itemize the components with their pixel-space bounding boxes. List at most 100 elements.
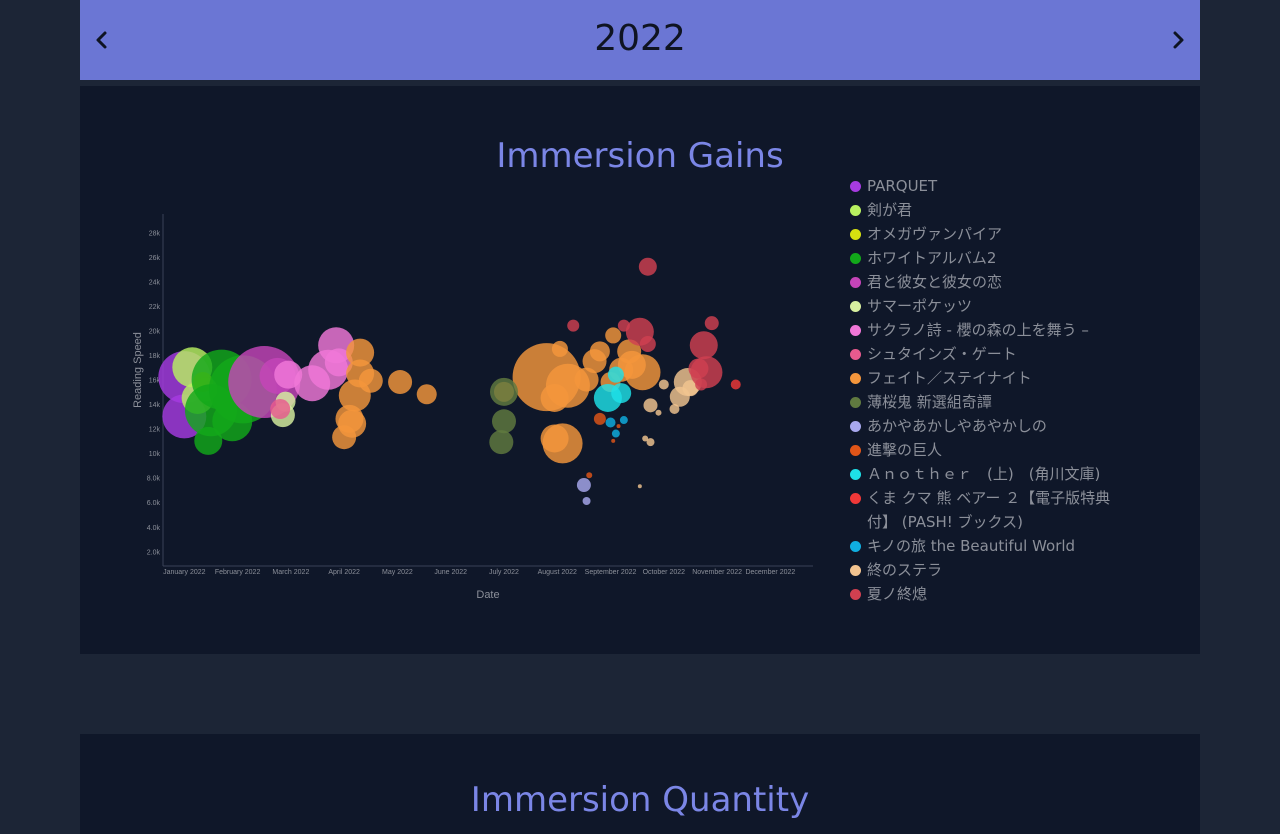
legend-item[interactable]: 剣が君	[848, 198, 1138, 222]
scatter-plot[interactable]: 2.0k 4.0k 6.0k 8.0k 10k 12k 14k 16k 18k 20k 22k 24k…	[80, 86, 840, 654]
legend-dot-icon	[850, 301, 861, 312]
legend-dot-icon	[850, 541, 861, 552]
data-point[interactable]	[593, 412, 606, 425]
legend-item[interactable]: くま クマ 熊 ベアー ２【電子版特典付】 (PASH! ブックス)	[848, 486, 1138, 534]
immersion-quantity-title: Immersion Quantity	[470, 780, 810, 820]
chevron-right-icon	[1173, 31, 1184, 49]
x-tick-label: August 2022	[538, 569, 577, 576]
data-point[interactable]	[212, 401, 253, 442]
data-point[interactable]	[416, 384, 437, 405]
x-tick-label: May 2022	[382, 569, 413, 576]
data-point[interactable]	[388, 370, 413, 395]
data-point[interactable]	[643, 398, 658, 413]
legend-item[interactable]: シュタインズ・ゲート	[848, 342, 1138, 366]
data-point[interactable]	[655, 409, 662, 416]
data-point[interactable]	[695, 378, 708, 391]
y-tick-label: 6.0k	[147, 500, 161, 507]
legend-item[interactable]: 進撃の巨人	[848, 438, 1138, 462]
y-tick-label: 26k	[149, 255, 161, 262]
y-tick-label: 2.0k	[147, 549, 161, 556]
data-point[interactable]	[704, 316, 719, 331]
data-point[interactable]	[338, 379, 371, 412]
data-point[interactable]	[607, 366, 624, 383]
data-point[interactable]	[658, 379, 669, 390]
legend-label: 終のステラ	[867, 561, 943, 579]
legend-item[interactable]: ホワイトアルバム2	[848, 246, 1138, 270]
data-point[interactable]	[619, 416, 628, 425]
data-point[interactable]	[589, 341, 610, 362]
data-point[interactable]	[639, 336, 656, 353]
data-point[interactable]	[489, 430, 514, 455]
data-point[interactable]	[689, 331, 718, 360]
chart-legend: PARQUET 剣が君 オメガヴァンパイアホワイトアルバム2 君と彼女と彼女の恋サマー…	[848, 174, 1138, 606]
data-point[interactable]	[611, 383, 632, 404]
data-point[interactable]	[324, 348, 353, 377]
data-point[interactable]	[586, 472, 593, 479]
data-point[interactable]	[605, 417, 616, 428]
data-point[interactable]	[611, 429, 620, 438]
legend-item[interactable]: 君と彼女と彼女の恋	[848, 270, 1138, 294]
legend-item[interactable]: サクラノ詩 - 櫻の森の上を舞う –	[848, 318, 1138, 342]
data-point[interactable]	[638, 257, 657, 276]
legend-item[interactable]: 終のステラ	[848, 558, 1138, 582]
data-point[interactable]	[611, 438, 616, 443]
legend-item[interactable]: PARQUET	[848, 174, 1138, 198]
legend-label: ホワイトアルバム2	[867, 249, 997, 267]
x-tick-label: June 2022	[434, 569, 467, 576]
data-point[interactable]	[688, 358, 709, 379]
data-point[interactable]	[346, 338, 375, 367]
legend-item[interactable]: Ａｎｏｔｈｅｒ (上) (角川文庫)	[848, 462, 1138, 486]
y-tick-label: 24k	[149, 279, 161, 286]
legend-item[interactable]: オメガヴァンパイア	[848, 222, 1138, 246]
y-tick-label: 18k	[149, 353, 161, 360]
data-point[interactable]	[682, 380, 699, 397]
data-point[interactable]	[540, 424, 569, 453]
prev-year-button[interactable]	[84, 22, 120, 58]
legend-label: PARQUET	[867, 177, 938, 195]
legend-item[interactable]: フェイト／ステイナイト	[848, 366, 1138, 390]
data-point[interactable]	[669, 404, 680, 415]
data-point[interactable]	[637, 484, 642, 489]
legend-item[interactable]: あかやあかしやあやかしの	[848, 414, 1138, 438]
legend-item[interactable]: キノの旅 the Beautiful World	[848, 534, 1138, 558]
legend-label: 薄桜鬼 新選組奇譚	[867, 393, 992, 411]
next-year-button[interactable]	[1160, 22, 1196, 58]
legend-label: 君と彼女と彼女の恋	[867, 273, 1003, 291]
legend-dot-icon	[850, 181, 861, 192]
data-point[interactable]	[616, 424, 621, 429]
data-point[interactable]	[642, 435, 649, 442]
y-tick-label: 28k	[149, 230, 161, 237]
y-tick-label: 4.0k	[147, 525, 161, 532]
immersion-quantity-panel: Immersion Quantity	[80, 734, 1200, 834]
x-tick-label: November 2022	[692, 569, 742, 576]
legend-item[interactable]: 薄桜鬼 新選組奇譚	[848, 390, 1138, 414]
data-point[interactable]	[489, 377, 518, 406]
data-point[interactable]	[194, 426, 223, 455]
data-point[interactable]	[582, 496, 591, 505]
data-point[interactable]	[617, 350, 646, 379]
legend-item[interactable]: 夏ノ終熄	[848, 582, 1138, 606]
data-point[interactable]	[576, 478, 591, 493]
legend-dot-icon	[850, 229, 861, 240]
y-tick-label: 14k	[149, 402, 161, 409]
x-tick-label: October 2022	[643, 569, 686, 576]
x-tick-label: July 2022	[489, 569, 519, 576]
legend-label: あかやあかしやあやかしの	[867, 417, 1047, 435]
y-tick-label: 8.0k	[147, 476, 161, 483]
data-point[interactable]	[730, 379, 741, 390]
data-point[interactable]	[270, 399, 291, 420]
data-point[interactable]	[605, 327, 622, 344]
year-header: 2022	[80, 0, 1200, 80]
y-tick-label: 12k	[149, 427, 161, 434]
y-tick-label: 20k	[149, 329, 161, 336]
x-tick-label: September 2022	[585, 569, 637, 576]
x-tick-label: December 2022	[745, 569, 795, 576]
data-point[interactable]	[646, 438, 655, 447]
x-tick-label: March 2022	[272, 569, 309, 576]
data-point[interactable]	[551, 340, 568, 357]
legend-item[interactable]: サマーポケッツ	[848, 294, 1138, 318]
data-point[interactable]	[491, 409, 516, 434]
data-point[interactable]	[335, 404, 364, 433]
data-point[interactable]	[574, 367, 599, 392]
data-point[interactable]	[567, 319, 580, 332]
